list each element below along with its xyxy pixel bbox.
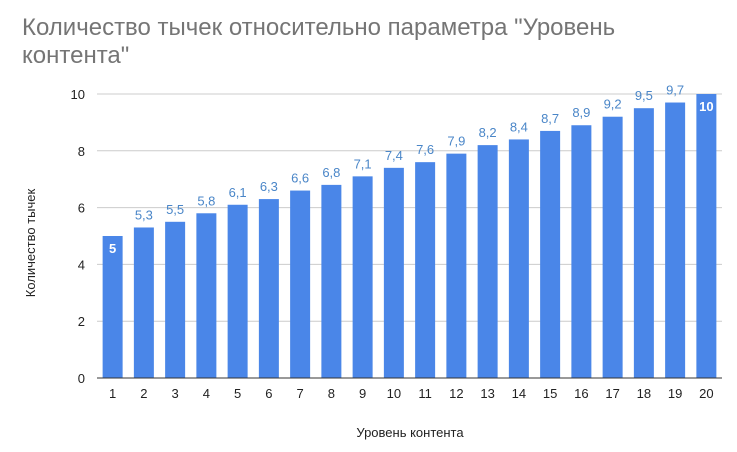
x-tick-labels: 1 2 3 4 5 6 7 8 9 10 11 12 13 14 15 16 17 18 19 20 bbox=[109, 386, 714, 401]
y-axis-title: Количество тычек bbox=[23, 188, 38, 297]
bar-1 bbox=[102, 236, 123, 378]
data-label-17: 9,2 bbox=[604, 97, 622, 112]
data-labels: 5 5,3 5,5 5,8 6,1 6,3 6,6 6,8 7,1 7,4 7,6 7,9 8,2 8,4… bbox=[109, 83, 714, 256]
x-tick-label: 18 bbox=[637, 386, 651, 401]
y-tick-label: 4 bbox=[78, 257, 85, 272]
data-label-19: 9,7 bbox=[666, 83, 684, 98]
bar-9 bbox=[352, 176, 373, 378]
x-tick-label: 12 bbox=[449, 386, 463, 401]
data-label-7: 6,6 bbox=[291, 171, 309, 186]
x-tick-label: 6 bbox=[265, 386, 272, 401]
x-tick-label: 11 bbox=[418, 386, 432, 401]
bar-2 bbox=[133, 227, 154, 378]
bar-13 bbox=[477, 145, 498, 378]
x-tick-label: 14 bbox=[512, 386, 526, 401]
data-label-9: 7,1 bbox=[354, 156, 372, 171]
x-tick-label: 8 bbox=[328, 386, 335, 401]
y-tick-labels: 0 2 4 6 8 10 bbox=[71, 87, 85, 386]
bar-4 bbox=[196, 213, 217, 378]
data-label-16: 8,9 bbox=[572, 105, 590, 120]
x-tick-label: 4 bbox=[203, 386, 210, 401]
data-label-6: 6,3 bbox=[260, 179, 278, 194]
x-tick-label: 1 bbox=[109, 386, 116, 401]
bars bbox=[102, 94, 717, 379]
data-label-20: 10 bbox=[699, 99, 713, 114]
x-tick-label: 3 bbox=[172, 386, 179, 401]
bar-20 bbox=[696, 94, 717, 378]
bar-6 bbox=[258, 199, 279, 378]
data-label-3: 5,5 bbox=[166, 202, 184, 217]
bar-17 bbox=[602, 116, 623, 378]
data-label-5: 6,1 bbox=[229, 185, 247, 200]
data-label-14: 8,4 bbox=[510, 119, 528, 134]
x-tick-label: 9 bbox=[359, 386, 366, 401]
x-tick-label: 20 bbox=[699, 386, 713, 401]
x-tick-label: 10 bbox=[387, 386, 401, 401]
data-label-10: 7,4 bbox=[385, 148, 403, 163]
chart-title: Количество тычек относительно параметра … bbox=[22, 14, 616, 69]
bar-15 bbox=[540, 130, 561, 378]
bar-16 bbox=[571, 125, 592, 379]
x-tick-label: 15 bbox=[543, 386, 557, 401]
x-tick-label: 5 bbox=[234, 386, 241, 401]
data-label-13: 8,2 bbox=[479, 125, 497, 140]
x-tick-label: 17 bbox=[605, 386, 619, 401]
x-tick-label: 16 bbox=[574, 386, 588, 401]
data-label-18: 9,5 bbox=[635, 88, 653, 103]
bar-11 bbox=[415, 162, 436, 378]
x-tick-label: 2 bbox=[140, 386, 147, 401]
data-label-11: 7,6 bbox=[416, 142, 434, 157]
grid-lines bbox=[97, 93, 722, 322]
bar-19 bbox=[665, 102, 686, 379]
data-label-12: 7,9 bbox=[447, 134, 465, 149]
bar-8 bbox=[321, 184, 342, 378]
data-label-1: 5 bbox=[109, 241, 116, 256]
data-label-2: 5,3 bbox=[135, 207, 153, 222]
x-tick-label: 13 bbox=[480, 386, 494, 401]
x-axis-title: Уровень контента bbox=[356, 425, 464, 440]
y-tick-label: 0 bbox=[78, 371, 85, 386]
y-tick-label: 2 bbox=[78, 314, 85, 329]
bar-14 bbox=[508, 139, 529, 378]
x-tick-label: 19 bbox=[668, 386, 682, 401]
bar-7 bbox=[290, 190, 311, 378]
bar-10 bbox=[383, 167, 404, 378]
data-label-15: 8,7 bbox=[541, 111, 559, 126]
bar-5 bbox=[227, 204, 248, 378]
y-tick-label: 6 bbox=[78, 201, 85, 216]
bar-3 bbox=[165, 221, 186, 378]
data-label-8: 6,8 bbox=[322, 165, 340, 180]
bar-12 bbox=[446, 153, 467, 378]
x-tick-label: 7 bbox=[297, 386, 304, 401]
bar-18 bbox=[633, 108, 654, 378]
data-label-4: 5,8 bbox=[197, 193, 215, 208]
y-tick-label: 10 bbox=[71, 87, 85, 102]
y-tick-label: 8 bbox=[78, 144, 85, 159]
